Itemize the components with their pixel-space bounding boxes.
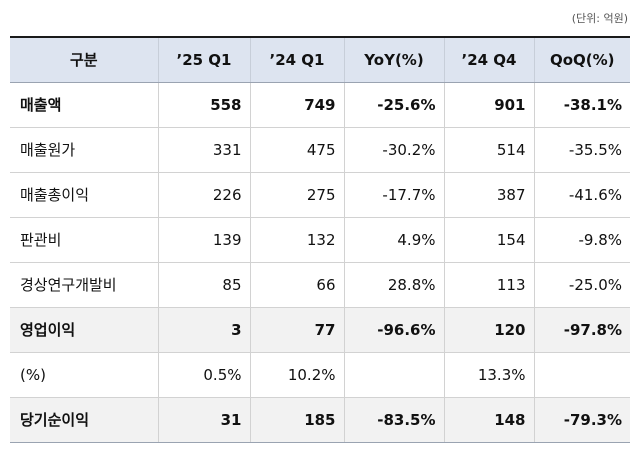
cell-qoq: -97.8% bbox=[533, 307, 630, 353]
cell-q1-25: 139 bbox=[157, 217, 250, 263]
cell-q1-24: 132 bbox=[249, 217, 344, 263]
header-q1-24: ’24 Q1 bbox=[249, 36, 344, 83]
cell-q1-24: 66 bbox=[249, 262, 344, 308]
row-label: 매출액 bbox=[10, 82, 158, 128]
cell-q1-24: 749 bbox=[249, 82, 344, 128]
cell-q1-24: 10.2% bbox=[249, 352, 344, 398]
cell-q4-24: 901 bbox=[443, 82, 534, 128]
row-label: 영업이익 bbox=[10, 307, 158, 353]
header-qoq: QoQ(%) bbox=[533, 36, 630, 83]
header-yoy: YoY(%) bbox=[343, 36, 444, 83]
row-label: (%) bbox=[10, 352, 158, 398]
cell-q4-24: 148 bbox=[443, 397, 534, 443]
header-category: 구분 bbox=[10, 36, 158, 83]
row-label: 판관비 bbox=[10, 217, 158, 263]
cell-q4-24: 387 bbox=[443, 172, 534, 218]
cell-qoq: -41.6% bbox=[533, 172, 630, 218]
row-label: 경상연구개발비 bbox=[10, 262, 158, 308]
row-label: 당기순이익 bbox=[10, 397, 158, 443]
cell-q4-24: 13.3% bbox=[443, 352, 534, 398]
cell-qoq: -35.5% bbox=[533, 127, 630, 173]
row-sga: 판관비 139 132 4.9% 154 -9.8% bbox=[10, 217, 630, 263]
header-row: 구분 ’25 Q1 ’24 Q1 YoY(%) ’24 Q4 QoQ(%) bbox=[10, 36, 630, 83]
cell-q1-25: 558 bbox=[157, 82, 250, 128]
row-cost-of-sales: 매출원가 331 475 -30.2% 514 -35.5% bbox=[10, 127, 630, 173]
row-operating-profit: 영업이익 3 77 -96.6% 120 -97.8% bbox=[10, 307, 630, 353]
cell-q1-25: 3 bbox=[157, 307, 250, 353]
cell-qoq: -38.1% bbox=[533, 82, 630, 128]
cell-q1-24: 475 bbox=[249, 127, 344, 173]
row-gross-profit: 매출총이익 226 275 -17.7% 387 -41.6% bbox=[10, 172, 630, 218]
header-q1-25: ’25 Q1 bbox=[157, 36, 250, 83]
cell-yoy: 4.9% bbox=[343, 217, 444, 263]
cell-q1-25: 0.5% bbox=[157, 352, 250, 398]
cell-q1-24: 275 bbox=[249, 172, 344, 218]
cell-yoy: -96.6% bbox=[343, 307, 444, 353]
cell-qoq bbox=[533, 352, 630, 398]
cell-q1-25: 226 bbox=[157, 172, 250, 218]
cell-q4-24: 120 bbox=[443, 307, 534, 353]
cell-q1-25: 31 bbox=[157, 397, 250, 443]
row-revenue: 매출액 558 749 -25.6% 901 -38.1% bbox=[10, 82, 630, 128]
cell-yoy bbox=[343, 352, 444, 398]
cell-yoy: -30.2% bbox=[343, 127, 444, 173]
row-rnd: 경상연구개발비 85 66 28.8% 113 -25.0% bbox=[10, 262, 630, 308]
cell-yoy: 28.8% bbox=[343, 262, 444, 308]
cell-q1-24: 77 bbox=[249, 307, 344, 353]
cell-yoy: -17.7% bbox=[343, 172, 444, 218]
row-label: 매출총이익 bbox=[10, 172, 158, 218]
cell-q1-25: 85 bbox=[157, 262, 250, 308]
cell-q1-24: 185 bbox=[249, 397, 344, 443]
cell-q4-24: 113 bbox=[443, 262, 534, 308]
cell-q1-25: 331 bbox=[157, 127, 250, 173]
header-q4-24: ’24 Q4 bbox=[443, 36, 534, 83]
unit-note: (단위: 억원) bbox=[571, 12, 628, 25]
cell-qoq: -25.0% bbox=[533, 262, 630, 308]
row-operating-margin: (%) 0.5% 10.2% 13.3% bbox=[10, 352, 630, 398]
cell-yoy: -83.5% bbox=[343, 397, 444, 443]
cell-qoq: -9.8% bbox=[533, 217, 630, 263]
row-label: 매출원가 bbox=[10, 127, 158, 173]
cell-q4-24: 154 bbox=[443, 217, 534, 263]
cell-q4-24: 514 bbox=[443, 127, 534, 173]
income-statement-table: 구분 ’25 Q1 ’24 Q1 YoY(%) ’24 Q4 QoQ(%) 매출… bbox=[10, 36, 630, 443]
cell-qoq: -79.3% bbox=[533, 397, 630, 443]
cell-yoy: -25.6% bbox=[343, 82, 444, 128]
row-net-income: 당기순이익 31 185 -83.5% 148 -79.3% bbox=[10, 397, 630, 443]
